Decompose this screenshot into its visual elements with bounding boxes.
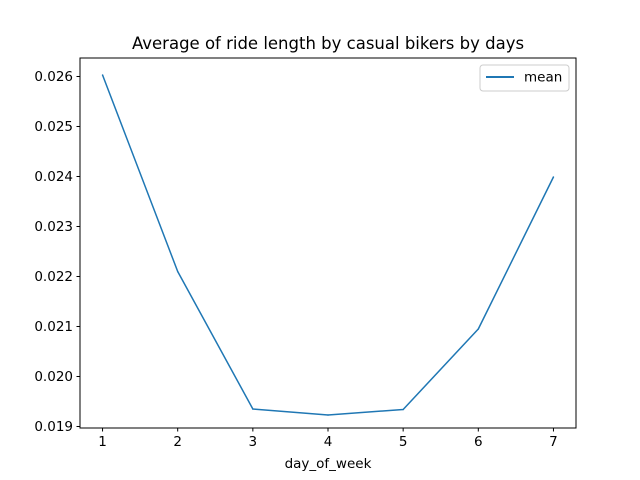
x-tick-label: 3 xyxy=(249,434,258,450)
data-point-mean-6 xyxy=(477,328,480,330)
y-tick-label: 0.026 xyxy=(34,69,73,85)
x-tick-label: 4 xyxy=(324,434,333,450)
y-tick-label: 0.025 xyxy=(34,119,73,135)
y-tick-label: 0.021 xyxy=(34,319,73,335)
chart-title: Average of ride length by casual bikers … xyxy=(132,34,524,53)
x-tick-label: 1 xyxy=(98,434,107,450)
y-tick-label: 0.019 xyxy=(34,419,73,435)
x-axis-label: day_of_week xyxy=(285,456,372,472)
data-point-mean-7 xyxy=(552,176,555,178)
y-tick-label: 0.023 xyxy=(34,219,73,235)
plot-frame xyxy=(79,57,577,429)
x-tick-label: 5 xyxy=(399,434,408,450)
legend-label-mean: mean xyxy=(524,70,562,86)
y-axis-ticks: 0.019 0.020 0.021 0.022 0.023 0.024 0.025 0.026 xyxy=(34,69,80,435)
y-tick-label: 0.022 xyxy=(34,269,73,285)
data-point-mean-3 xyxy=(252,408,254,410)
data-point-mean-2 xyxy=(176,270,179,273)
data-point-mean-4 xyxy=(327,414,329,416)
series-layer xyxy=(101,74,555,416)
data-point-mean-1 xyxy=(101,74,104,76)
y-tick-label: 0.020 xyxy=(34,369,73,385)
x-tick-label: 7 xyxy=(549,434,558,450)
data-point-mean-5 xyxy=(402,408,404,411)
legend-box xyxy=(479,64,570,92)
legend: mean xyxy=(479,64,570,92)
x-tick-label: 2 xyxy=(173,434,182,450)
x-tick-label: 6 xyxy=(474,434,483,450)
y-tick-label: 0.024 xyxy=(34,169,73,185)
x-axis-ticks: 1 2 3 4 5 6 7 xyxy=(98,428,558,450)
